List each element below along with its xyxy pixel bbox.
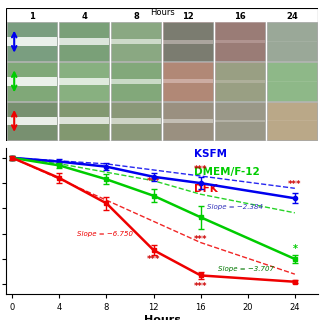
Bar: [163, 119, 213, 123]
Bar: [163, 62, 213, 101]
Text: 24: 24: [286, 12, 298, 20]
Text: Slope = −6.750: Slope = −6.750: [77, 231, 133, 237]
Bar: [59, 117, 109, 124]
Bar: [215, 62, 266, 101]
Bar: [215, 22, 266, 61]
Bar: [163, 22, 213, 61]
Bar: [215, 62, 266, 101]
Text: 16: 16: [235, 12, 246, 20]
Text: DMEM/F-12: DMEM/F-12: [194, 167, 259, 177]
Bar: [111, 22, 162, 61]
Bar: [59, 78, 109, 85]
Bar: [7, 101, 58, 140]
Bar: [7, 116, 58, 125]
Bar: [267, 101, 317, 140]
Text: 4: 4: [82, 12, 87, 20]
Bar: [215, 120, 266, 122]
Text: DFK: DFK: [194, 184, 217, 194]
Bar: [7, 37, 58, 46]
Text: ***: ***: [147, 177, 160, 186]
X-axis label: Hours: Hours: [144, 315, 181, 320]
Bar: [7, 77, 58, 86]
Text: Hours: Hours: [150, 8, 175, 17]
Bar: [163, 79, 213, 83]
Bar: [267, 41, 317, 42]
Bar: [59, 38, 109, 45]
Bar: [215, 101, 266, 140]
Text: 8: 8: [133, 12, 139, 20]
Bar: [111, 118, 162, 124]
Bar: [267, 62, 317, 101]
Text: 1: 1: [29, 12, 35, 20]
Text: *: *: [292, 244, 297, 254]
Bar: [163, 40, 213, 44]
Text: ***: ***: [194, 282, 207, 291]
Text: ***: ***: [194, 165, 207, 174]
Bar: [59, 62, 109, 101]
Bar: [59, 101, 109, 140]
Bar: [7, 22, 58, 61]
Bar: [267, 120, 317, 121]
Text: KSFM: KSFM: [194, 149, 227, 159]
Bar: [215, 40, 266, 43]
Text: ***: ***: [288, 180, 302, 189]
Bar: [267, 81, 317, 82]
Bar: [163, 62, 213, 101]
Bar: [111, 101, 162, 140]
Bar: [215, 22, 266, 61]
Bar: [7, 62, 58, 101]
Text: ***: ***: [194, 235, 207, 244]
Bar: [163, 22, 213, 61]
Bar: [59, 22, 109, 61]
Bar: [111, 62, 162, 101]
Text: ***: ***: [147, 255, 160, 264]
Bar: [267, 22, 317, 61]
Bar: [111, 78, 162, 84]
Bar: [215, 80, 266, 83]
Text: Slope = −2.384: Slope = −2.384: [206, 204, 262, 210]
Text: 12: 12: [182, 12, 194, 20]
Bar: [163, 101, 213, 140]
Text: Slope = −3.707: Slope = −3.707: [218, 266, 274, 272]
Bar: [111, 39, 162, 44]
